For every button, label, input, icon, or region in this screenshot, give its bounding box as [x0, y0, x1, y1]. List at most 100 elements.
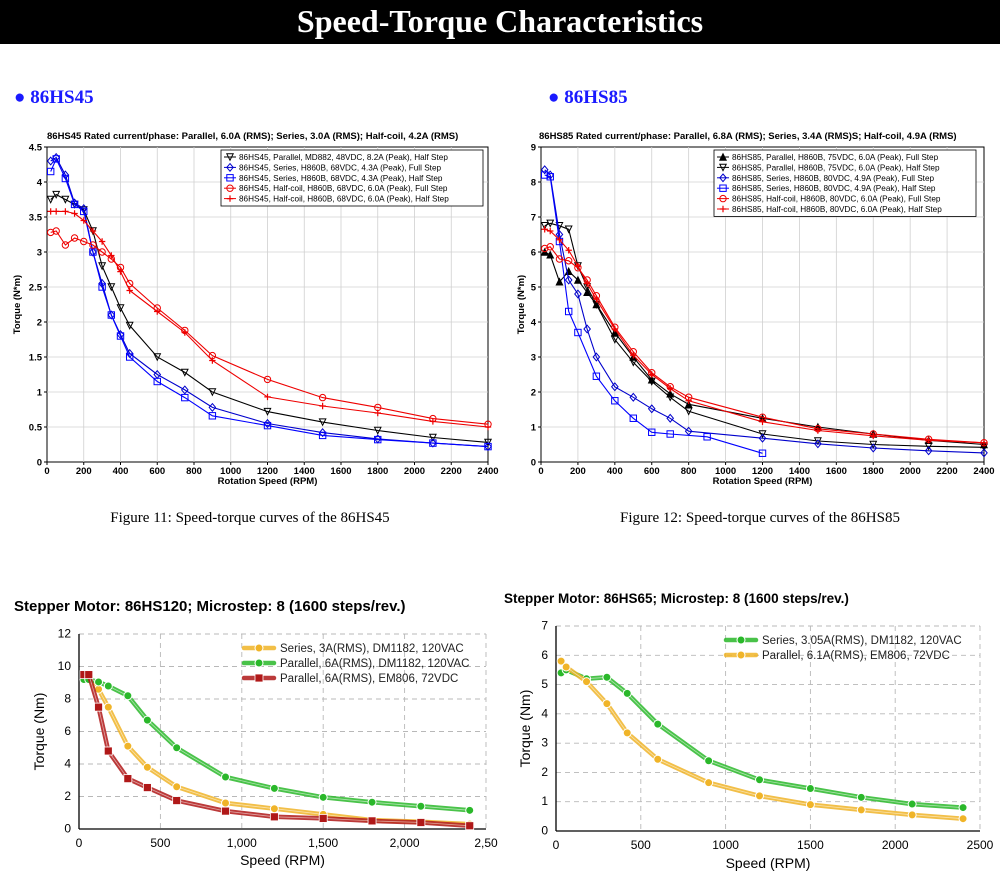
data-point	[269, 804, 279, 814]
data-point	[483, 438, 493, 447]
y-tick-label: 2	[531, 388, 536, 399]
plot-area	[79, 634, 486, 829]
data-point	[805, 784, 815, 794]
data-point	[573, 262, 582, 271]
legend-marker	[226, 162, 234, 172]
y-tick-label: 0.5	[29, 423, 43, 434]
data-point	[125, 348, 134, 359]
data-point	[574, 289, 582, 299]
data-point	[318, 814, 328, 823]
data-point	[684, 393, 693, 401]
data-point	[52, 208, 60, 215]
data-point	[89, 247, 97, 257]
data-point	[84, 675, 94, 684]
data-point	[116, 332, 125, 340]
legend-label: 86HS45, Series, H860B, 68VDC, 4.3A (Peak…	[239, 163, 442, 172]
data-point	[653, 754, 663, 764]
data-point	[98, 283, 106, 291]
data-point	[653, 719, 663, 729]
data-point	[181, 326, 189, 335]
chart-title: 86HS45 Rated current/phase: Parallel, 6.…	[47, 131, 458, 142]
data-point	[564, 275, 573, 285]
y-tick-label: 0	[37, 458, 42, 469]
data-point	[925, 437, 932, 444]
y-tick-label: 0	[531, 458, 536, 469]
figure-12-caption: Figure 12: Speed-torque curves of the 86…	[620, 510, 900, 526]
data-point	[318, 393, 327, 402]
x-tick-label: 200	[570, 466, 586, 477]
data-point	[647, 375, 656, 384]
plot-area	[46, 146, 489, 463]
data-point	[46, 167, 55, 176]
data-point	[153, 353, 162, 362]
legend-label: 86HS85, Half-coil, H860B, 80VDC, 6.0A (P…	[732, 195, 941, 204]
data-point	[759, 418, 766, 425]
data-point	[704, 778, 714, 788]
series-line	[558, 658, 966, 821]
data-point	[980, 448, 988, 458]
data-point	[208, 412, 217, 420]
data-point	[181, 393, 189, 402]
legend	[713, 149, 977, 217]
x-tick-label: 200	[76, 466, 92, 477]
data-point	[622, 728, 632, 738]
data-point	[907, 799, 917, 809]
series-2	[556, 656, 968, 824]
data-point	[107, 310, 116, 320]
series-5	[47, 208, 492, 431]
legend-label: 86HS45, Series, H860B, 68VDC, 4.3A (Peak…	[239, 174, 443, 183]
data-point	[629, 358, 638, 367]
data-point	[103, 702, 113, 712]
x-tick-label: 600	[644, 466, 660, 477]
data-point	[125, 321, 134, 330]
y-tick-label: 2	[37, 318, 42, 329]
data-point	[561, 662, 571, 672]
data-point	[172, 782, 182, 792]
data-point	[61, 195, 70, 204]
legend-label: 86HS45, Half-coil, H860B, 68VDC, 6.0A (P…	[239, 184, 448, 193]
data-point	[79, 675, 89, 684]
data-point	[648, 428, 656, 436]
y-tick-label: 8	[531, 178, 536, 189]
series-1	[540, 247, 989, 449]
y-tick-label: 5	[531, 283, 537, 294]
data-point	[647, 404, 656, 414]
data-point	[611, 397, 619, 405]
legend-label: 86HS85, Series, H860B, 80VDC, 4.9A (Peak…	[732, 174, 935, 183]
series-3	[540, 165, 988, 458]
data-point	[924, 446, 933, 456]
data-point	[813, 437, 822, 446]
chart-1: 86HS45 Rated current/phase: Parallel, 6.…	[12, 131, 499, 487]
x-tick-label: 1500	[797, 838, 824, 852]
y-tick-label: 1.5	[29, 353, 43, 364]
data-point	[465, 821, 475, 831]
x-tick-label: 500	[631, 838, 651, 852]
x-tick-label: 800	[186, 466, 202, 477]
data-point	[907, 810, 917, 820]
data-point	[629, 414, 637, 422]
data-point	[583, 283, 592, 292]
data-point	[209, 357, 216, 364]
series-line-highlight	[83, 679, 470, 811]
data-point	[88, 227, 97, 236]
series-3	[79, 670, 475, 831]
y-tick-label: 1	[531, 423, 537, 434]
legend-marker	[718, 163, 728, 172]
data-point	[318, 431, 327, 440]
data-point	[592, 352, 601, 362]
data-point	[429, 439, 437, 447]
data-point	[154, 308, 161, 315]
data-point	[264, 393, 271, 401]
data-point	[704, 756, 714, 766]
data-point	[540, 165, 549, 175]
series-line	[50, 157, 489, 448]
data-point	[602, 699, 612, 709]
y-tick-label: 9	[531, 143, 536, 154]
x-tick-label: 2000	[882, 838, 909, 852]
x-axis-label: Speed (RPM)	[240, 852, 325, 868]
data-point	[924, 435, 933, 444]
data-point	[79, 670, 89, 680]
data-point	[94, 684, 104, 694]
data-point	[684, 426, 693, 436]
